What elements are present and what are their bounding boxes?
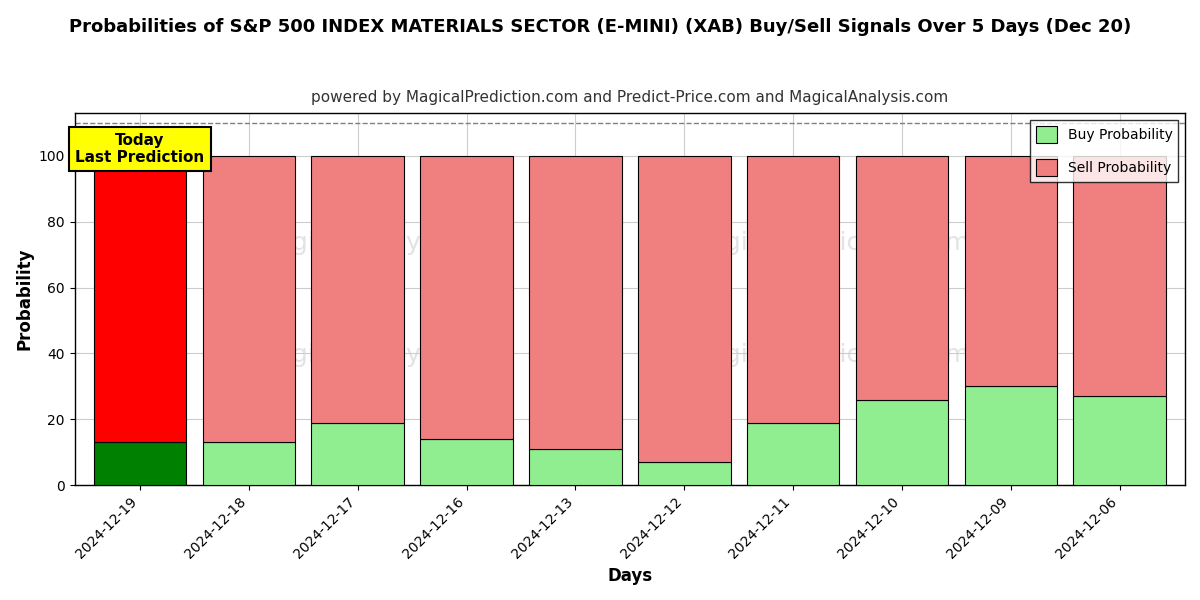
Y-axis label: Probability: Probability xyxy=(16,248,34,350)
Bar xyxy=(638,156,731,462)
Text: MagicalAnalysis.com: MagicalAnalysis.com xyxy=(256,232,516,256)
Bar xyxy=(746,422,839,485)
Bar xyxy=(638,462,731,485)
Text: Probabilities of S&P 500 INDEX MATERIALS SECTOR (E-MINI) (XAB) Buy/Sell Signals : Probabilities of S&P 500 INDEX MATERIALS… xyxy=(68,18,1132,36)
Bar xyxy=(420,156,512,439)
Text: MagicalPrediction.com: MagicalPrediction.com xyxy=(689,232,971,256)
Bar xyxy=(203,442,295,485)
Bar xyxy=(965,156,1057,386)
Bar xyxy=(312,422,404,485)
X-axis label: Days: Days xyxy=(607,567,653,585)
Text: MagicalPrediction.com: MagicalPrediction.com xyxy=(689,343,971,367)
Bar xyxy=(94,156,186,442)
Title: powered by MagicalPrediction.com and Predict-Price.com and MagicalAnalysis.com: powered by MagicalPrediction.com and Pre… xyxy=(311,90,948,105)
Bar xyxy=(1074,156,1166,396)
Bar xyxy=(420,439,512,485)
Bar xyxy=(312,156,404,422)
Bar xyxy=(1074,396,1166,485)
Bar xyxy=(856,400,948,485)
Bar xyxy=(529,449,622,485)
Legend: Buy Probability, Sell Probability: Buy Probability, Sell Probability xyxy=(1030,120,1178,182)
Bar xyxy=(856,156,948,400)
Bar xyxy=(965,386,1057,485)
Bar xyxy=(94,442,186,485)
Bar xyxy=(746,156,839,422)
Text: MagicalAnalysis.com: MagicalAnalysis.com xyxy=(256,343,516,367)
Bar xyxy=(529,156,622,449)
Bar xyxy=(203,156,295,442)
Text: Today
Last Prediction: Today Last Prediction xyxy=(76,133,204,165)
